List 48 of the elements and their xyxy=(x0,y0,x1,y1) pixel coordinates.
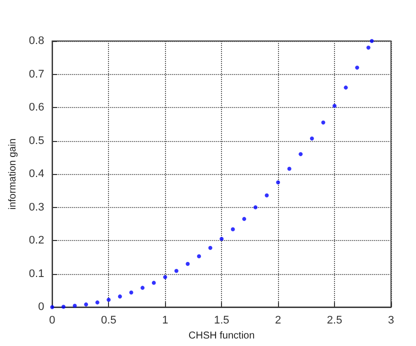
point xyxy=(332,104,337,108)
point xyxy=(197,254,202,258)
x-tick-label: 1.5 xyxy=(214,314,230,327)
x-axis-title: CHSH function xyxy=(188,330,255,342)
point xyxy=(152,280,156,285)
point xyxy=(298,152,303,156)
y-tick-label: 0.7 xyxy=(28,68,44,80)
x-tick-label: 0 xyxy=(49,314,56,327)
point xyxy=(344,86,348,90)
point xyxy=(129,290,134,294)
point xyxy=(355,66,360,70)
point xyxy=(95,300,100,304)
point xyxy=(106,298,111,302)
point xyxy=(72,304,77,308)
point xyxy=(61,304,66,309)
x-tick-label: 2 xyxy=(275,314,282,327)
y-tick-label: 0 xyxy=(38,301,44,314)
point xyxy=(230,227,235,232)
y-tick-label: 0.6 xyxy=(28,102,44,114)
point xyxy=(253,205,258,210)
point xyxy=(84,302,88,306)
point xyxy=(276,180,280,184)
point xyxy=(220,236,224,241)
point xyxy=(174,268,178,273)
point xyxy=(310,136,314,140)
x-tick-label: 3 xyxy=(388,314,394,327)
point xyxy=(264,193,269,198)
y-axis-title: information gain xyxy=(8,138,18,210)
point xyxy=(140,286,145,290)
y-tick-label: 0.2 xyxy=(28,234,44,247)
point xyxy=(370,39,374,43)
x-tick-label: 1 xyxy=(162,314,168,327)
point xyxy=(321,120,326,124)
point xyxy=(118,294,122,298)
y-tick-label: 0.3 xyxy=(28,201,44,214)
y-tick-label: 0.4 xyxy=(28,168,44,180)
y-tick-label: 0.8 xyxy=(28,35,44,47)
point xyxy=(208,246,212,250)
x-tick-label: 0.5 xyxy=(101,314,116,327)
point xyxy=(163,275,168,280)
x-tick-label: 2.5 xyxy=(326,314,342,327)
point xyxy=(366,46,370,50)
y-tick-label: 0.1 xyxy=(28,268,44,280)
point xyxy=(287,166,292,171)
point xyxy=(186,262,190,266)
y-tick-label: 0.5 xyxy=(28,134,44,147)
point xyxy=(50,305,54,310)
point xyxy=(242,216,246,221)
